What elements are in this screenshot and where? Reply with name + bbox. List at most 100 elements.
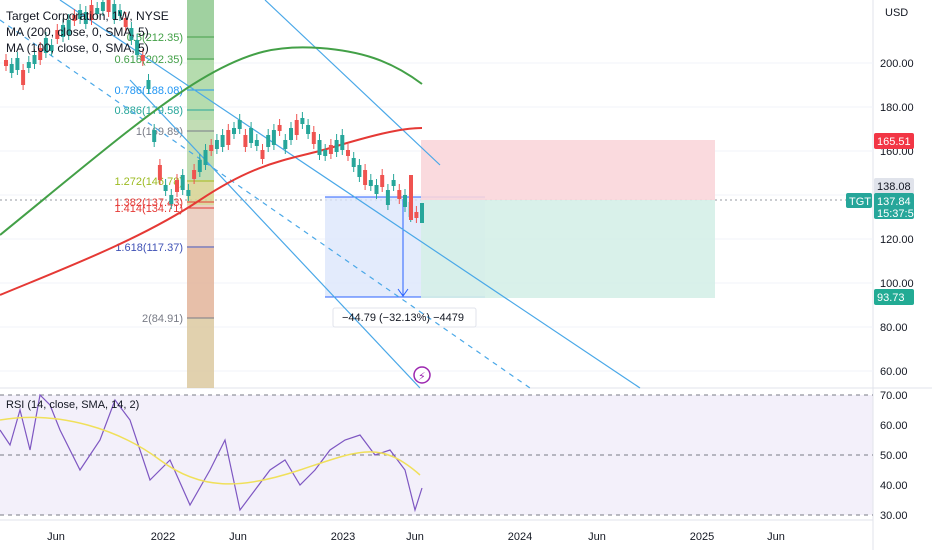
fib-level-label: 1.618(117.37) [115, 242, 183, 254]
channel-middle[interactable] [0, 19, 531, 389]
candle-body[interactable] [118, 10, 122, 16]
fib-level-label: 1.414(134.71) [115, 203, 184, 215]
candle-body[interactable] [317, 140, 322, 155]
candle-body[interactable] [277, 125, 282, 131]
candle-body[interactable] [135, 40, 140, 55]
candle-body[interactable] [283, 140, 288, 149]
candle-body[interactable] [123, 18, 128, 27]
candle-body[interactable] [192, 170, 197, 179]
candle-body[interactable] [9, 64, 14, 73]
candle-body[interactable] [169, 195, 174, 204]
candle-body[interactable] [55, 30, 60, 39]
candle-body[interactable] [78, 10, 83, 19]
channel-upper[interactable] [59, 0, 641, 389]
fib-band-0 [187, 0, 214, 60]
candle-body[interactable] [254, 140, 259, 146]
candle-body[interactable] [32, 55, 37, 64]
rsi-ma-line[interactable] [0, 416, 421, 485]
rsi-line[interactable] [0, 393, 423, 513]
candle-body[interactable] [49, 45, 54, 51]
candle-body[interactable] [186, 190, 191, 196]
candle-body[interactable] [300, 118, 305, 124]
measure-label: −44.79 (−32.13%) −4479 [342, 312, 464, 324]
candle-body[interactable] [237, 120, 242, 129]
candle-body[interactable] [391, 180, 396, 186]
candle-body[interactable] [226, 130, 231, 145]
candle-body[interactable] [260, 150, 265, 159]
ma200-legend[interactable]: MA (200, close, 0, SMA, 5) [6, 25, 149, 39]
candle-body[interactable] [271, 130, 276, 145]
candle-body[interactable] [397, 190, 402, 199]
candle-body[interactable] [180, 175, 185, 190]
candle-body[interactable] [414, 212, 419, 218]
candle-body[interactable] [203, 150, 208, 165]
price-tick-label: 80.00 [880, 322, 908, 334]
ma100-line[interactable] [0, 127, 423, 296]
candle-body[interactable] [4, 60, 8, 66]
candle-body[interactable] [157, 165, 162, 180]
candle-body[interactable] [220, 135, 225, 147]
candle-body[interactable] [66, 20, 71, 35]
candle-body[interactable] [43, 38, 48, 53]
candle-body[interactable] [152, 130, 157, 142]
candle-body[interactable] [129, 28, 134, 40]
candle-body[interactable] [209, 145, 214, 151]
channel-upper-top[interactable] [264, 0, 441, 166]
candle-body[interactable] [112, 4, 117, 19]
candle-body[interactable] [374, 185, 379, 194]
candle-body[interactable] [306, 125, 311, 134]
candle-body[interactable] [163, 185, 168, 191]
ma200-line[interactable] [0, 46, 423, 236]
candle-body[interactable] [26, 62, 31, 68]
candle-body[interactable] [368, 180, 373, 186]
candle-body[interactable] [266, 135, 271, 147]
candle-body[interactable] [89, 5, 94, 20]
candle-body[interactable] [146, 80, 151, 89]
candle-body[interactable] [95, 8, 100, 14]
candle-body[interactable] [83, 12, 88, 24]
candle-body[interactable] [357, 165, 362, 177]
measure-label-bg [332, 307, 477, 328]
candle-body[interactable] [197, 160, 202, 172]
candle-body[interactable] [15, 58, 20, 70]
candle-body[interactable] [403, 195, 407, 207]
candle-body[interactable] [420, 203, 424, 223]
candle-body[interactable] [346, 150, 350, 156]
candle-body[interactable] [106, 0, 111, 12]
symbol-title[interactable]: Target Corporation, 1W, NYSE [6, 9, 169, 23]
candle-body[interactable] [323, 150, 328, 156]
candle-body[interactable] [140, 55, 145, 61]
price-tick-label: 100.00 [880, 278, 914, 290]
time-tick-label: 2022 [151, 531, 175, 543]
candle-body[interactable] [38, 48, 43, 60]
candle-body[interactable] [100, 2, 105, 11]
stop-zone[interactable] [421, 200, 715, 298]
candle-body[interactable] [294, 120, 299, 135]
entry-price-badge-text: 138.08 [877, 181, 911, 193]
candle-body[interactable] [363, 170, 368, 185]
candle-body[interactable] [340, 135, 345, 150]
candle-body[interactable] [334, 140, 339, 152]
candle-body[interactable] [72, 15, 77, 21]
candle-body[interactable] [385, 190, 390, 205]
candle-body[interactable] [380, 175, 385, 187]
candle-body[interactable] [232, 128, 236, 134]
channel-lower[interactable] [129, 79, 421, 389]
candle-body[interactable] [175, 180, 179, 192]
candle-body[interactable] [311, 132, 316, 144]
candle-body[interactable] [289, 128, 293, 140]
candle-body[interactable] [328, 145, 333, 154]
candle-body[interactable] [249, 128, 254, 143]
candle-body[interactable] [243, 135, 248, 147]
ma100-legend[interactable]: MA (100, close, 0, SMA, 5) [6, 41, 149, 55]
lightning-icon[interactable] [413, 366, 431, 384]
candle-body[interactable] [214, 140, 219, 149]
target-zone[interactable] [421, 140, 715, 200]
symbol-tag: TGT [849, 196, 871, 208]
candle-body[interactable] [61, 25, 65, 37]
candle-body[interactable] [409, 175, 413, 220]
candle-body[interactable] [21, 70, 26, 85]
candle-body[interactable] [351, 158, 356, 167]
